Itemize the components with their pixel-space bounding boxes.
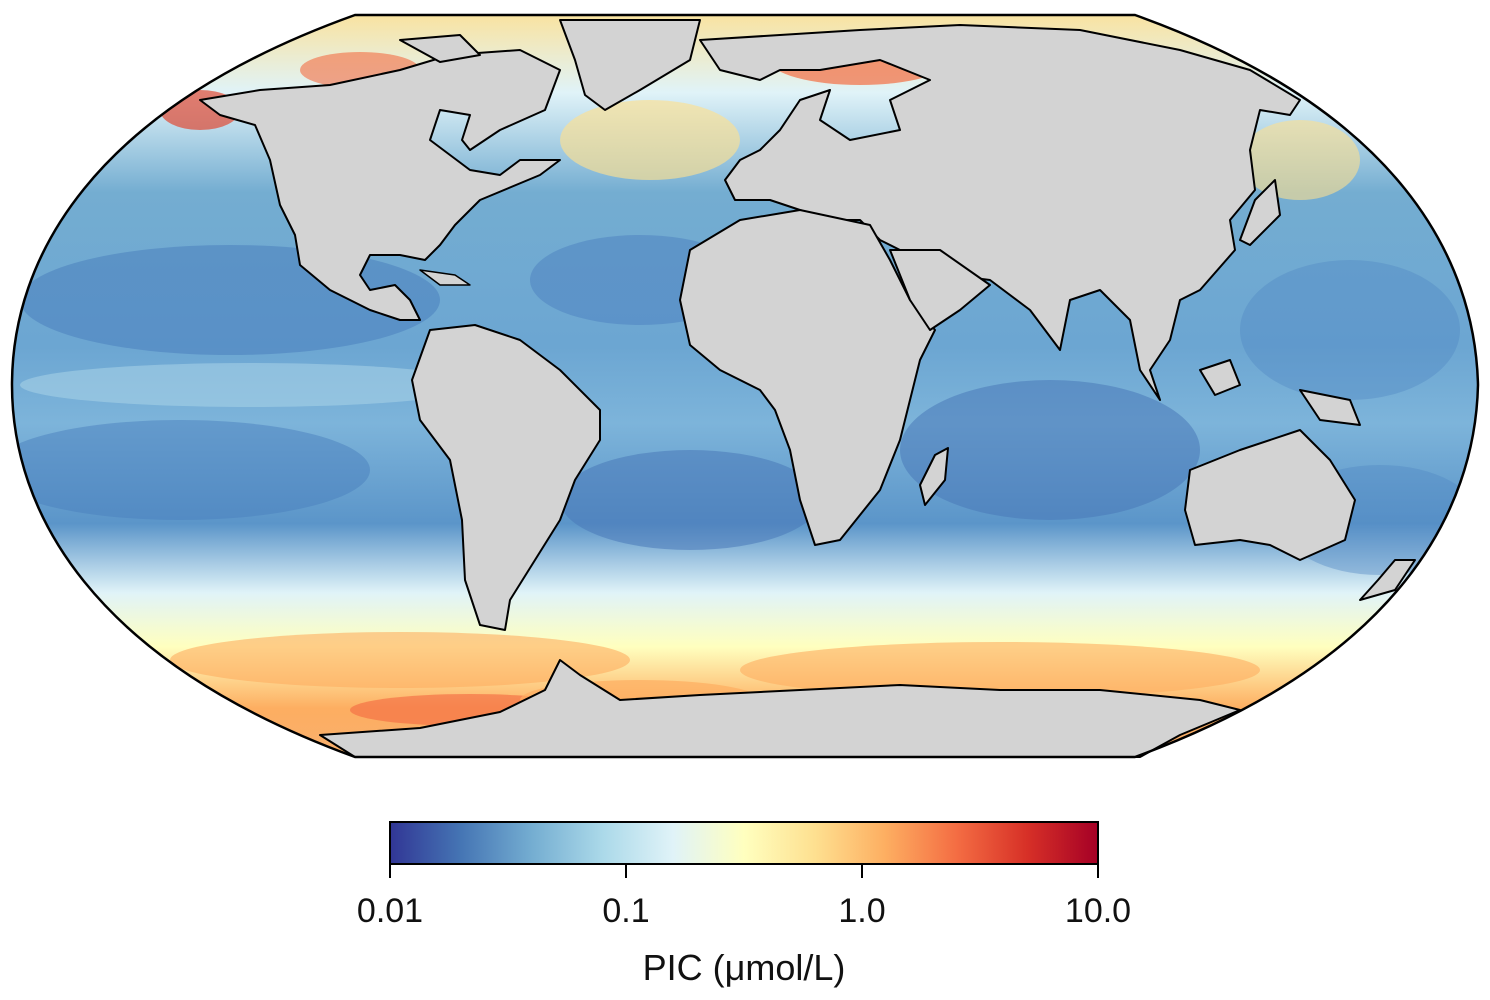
land-australia <box>1184 429 1356 561</box>
land-north-america <box>199 49 561 321</box>
land-new-guinea <box>1299 389 1361 426</box>
land-japan <box>1239 179 1281 246</box>
tick-label-0: 0.01 <box>357 892 423 930</box>
land-africa <box>679 209 936 546</box>
land-new-zealand <box>1359 559 1416 601</box>
colorbar-bar <box>389 821 1099 865</box>
land-south-america <box>411 324 601 631</box>
tick-label-3: 10.0 <box>1065 892 1131 930</box>
land-caribbean <box>419 269 471 286</box>
tick-label-2: 1.0 <box>838 892 885 930</box>
land-madagascar <box>919 447 949 506</box>
land-antarctica <box>319 659 1241 758</box>
colorbar-ticks <box>389 864 1099 878</box>
land-arctic-islands <box>399 34 481 63</box>
tick-label-1: 0.1 <box>602 892 649 930</box>
land-borneo <box>1199 359 1241 396</box>
colorbar: 0.01 0.1 1.0 10.0 PIC (μmol/L) <box>357 821 1131 988</box>
colorbar-label: PIC (μmol/L) <box>643 947 846 988</box>
land-arabia <box>889 249 991 331</box>
map-frame <box>10 13 1480 759</box>
land-greenland <box>559 19 701 111</box>
land-masses <box>199 19 1416 758</box>
